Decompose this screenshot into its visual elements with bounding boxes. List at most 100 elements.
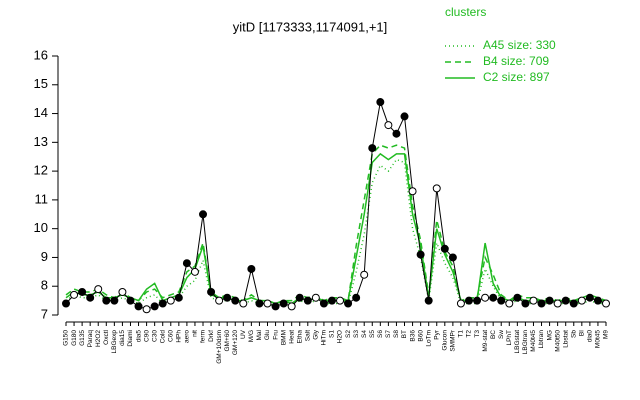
x-tick-label: Mal	[256, 329, 263, 340]
x-tick-label: Sb	[570, 330, 577, 338]
x-tick-label: Pyr	[433, 329, 440, 340]
y-tick-label: 10	[34, 220, 48, 235]
data-point	[464, 296, 473, 305]
x-tick-label: G150	[63, 330, 70, 346]
x-tick-label: LBGtran	[522, 330, 529, 355]
x-tick-label: GM+60	[224, 330, 231, 352]
data-point	[62, 299, 70, 308]
data-point	[327, 296, 336, 305]
data-point	[142, 305, 151, 314]
series-line	[65, 152, 606, 305]
x-tick-label: Fru	[272, 330, 279, 340]
x-tick-label: aero	[184, 330, 191, 343]
x-tick-label: Salt	[305, 330, 312, 341]
data-point	[190, 267, 199, 276]
y-tick-label: 14	[34, 105, 48, 120]
data-point	[432, 184, 441, 193]
data-point	[384, 121, 393, 130]
x-tick-label: M40t45	[530, 330, 537, 352]
x-tick-label: LPhT	[506, 330, 513, 346]
x-tick-label: LBGexp	[111, 330, 118, 354]
data-point	[456, 299, 465, 308]
x-tick-label: G180	[71, 330, 78, 346]
data-point	[448, 253, 457, 262]
x-tick-label: dia15	[119, 330, 126, 346]
data-point	[473, 296, 482, 305]
y-tick-label: 8	[41, 278, 48, 293]
x-tick-label: BT	[401, 330, 408, 338]
x-tick-label: S3	[353, 330, 360, 338]
x-tick-label: HiTm	[321, 330, 328, 346]
data-point	[223, 293, 232, 302]
y-tick-label: 15	[34, 76, 48, 91]
data-point	[440, 244, 449, 253]
data-point	[545, 296, 554, 305]
data-point	[166, 296, 175, 305]
data-point	[279, 299, 288, 308]
data-point	[118, 287, 127, 296]
x-tick-label: MG	[546, 330, 553, 340]
data-point	[424, 296, 433, 305]
y-tick-label: 7	[41, 306, 48, 321]
x-tick-label: Glu	[264, 330, 271, 341]
y-tick-label: 12	[34, 163, 48, 178]
data-point	[521, 299, 530, 308]
data-point	[126, 296, 135, 305]
legend-title: clusters	[445, 5, 486, 19]
x-tick-label: S5	[369, 330, 376, 338]
data-point	[271, 302, 280, 311]
x-tick-label: Sw	[498, 330, 505, 339]
data-point	[392, 129, 401, 138]
x-tick-label: Cold	[159, 330, 166, 344]
data-point	[78, 287, 87, 296]
data-point	[295, 293, 304, 302]
series-line	[65, 144, 607, 305]
x-tick-label: Etha	[296, 330, 303, 344]
x-tick-label: B60	[417, 330, 424, 342]
data-point	[255, 299, 264, 308]
data-point	[174, 293, 183, 302]
x-tick-label: C60	[167, 330, 174, 342]
x-tick-label: HPh	[176, 330, 183, 343]
data-point	[303, 296, 312, 305]
data-point	[199, 210, 208, 219]
data-point	[489, 293, 498, 302]
x-tick-label: M/G	[248, 330, 255, 342]
x-tick-label: S2	[345, 330, 352, 338]
x-tick-label: G135	[79, 330, 86, 346]
data-point	[505, 299, 514, 308]
data-point	[368, 144, 377, 153]
x-tick-label: SMMPr	[450, 329, 457, 352]
data-point	[263, 299, 272, 308]
data-point	[70, 290, 79, 299]
x-tick-label: S1	[329, 330, 336, 338]
x-tick-label: M0t45	[595, 330, 602, 348]
data-point	[182, 259, 191, 268]
data-point	[481, 293, 490, 302]
profile-line	[65, 100, 607, 310]
x-tick-label: H2O2	[95, 330, 102, 347]
x-tick-label: S7	[385, 330, 392, 338]
data-point	[102, 296, 111, 305]
x-tick-label: T3	[474, 330, 481, 338]
x-tick-label: dia5	[135, 330, 142, 343]
data-point	[497, 296, 506, 305]
x-tick-label: Diami	[127, 330, 134, 347]
x-tick-label: GM+120	[232, 330, 239, 355]
x-tick-label: S4	[361, 330, 368, 338]
data-point	[416, 250, 425, 259]
legend-label: B4 size: 709	[483, 54, 549, 68]
data-point	[247, 264, 256, 273]
x-tick-label: BC	[490, 330, 497, 339]
data-point	[94, 285, 103, 294]
x-tick-label: ferm	[200, 330, 207, 343]
data-point	[400, 112, 409, 121]
data-point	[134, 302, 143, 311]
data-point	[86, 293, 95, 302]
x-tick-label: S6	[377, 330, 384, 338]
data-point	[602, 299, 610, 308]
y-tick-label: 9	[41, 249, 48, 264]
x-tick-label: LBGstat	[514, 330, 521, 354]
chart-title: yitD [1173333,1174091,+1]	[233, 19, 388, 34]
x-tick-label: H2O	[337, 330, 344, 343]
